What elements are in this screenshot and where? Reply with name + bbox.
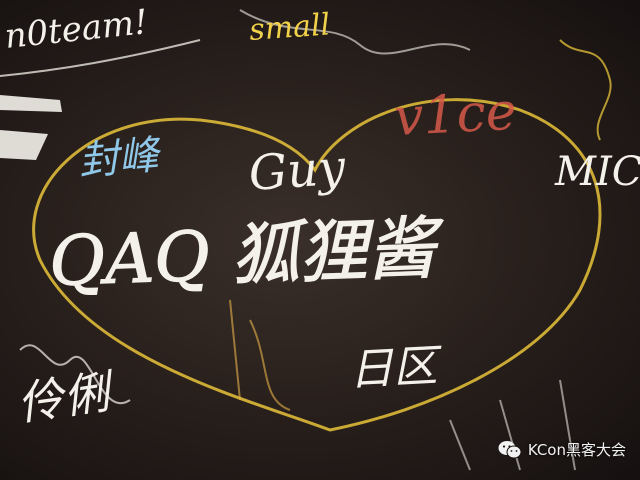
small-signature: small: [248, 7, 331, 48]
scribble-left-sig: [19, 344, 131, 404]
scribble-swirl: [239, 9, 471, 55]
n0team-signature: n0team!: [3, 2, 150, 57]
scribble-top-line: [0, 39, 201, 77]
scribble-bottom-right: [449, 379, 576, 471]
vice-signature: v1ce: [393, 82, 518, 148]
left-logo-mark: [0, 95, 62, 160]
hanzi-top-signature: 封峰: [77, 132, 164, 185]
watermark-label: KCon黑客大会: [527, 441, 626, 459]
watermark: KCon黑客大会: [498, 439, 626, 460]
hanzi-bottom-left-signature: 伶俐: [14, 364, 119, 431]
hanzi-bottom-mid-signature: 日区: [348, 340, 445, 396]
main-signature: QAQ 狐狸酱: [48, 209, 446, 302]
wechat-icon: [498, 440, 522, 458]
scribble-right-yellow: [559, 39, 612, 141]
yellow-heart: [32, 98, 602, 432]
guy-signature: Guy: [247, 139, 348, 202]
scribble-lower-orange: [229, 299, 291, 411]
mic-signature: MIC: [554, 149, 640, 195]
